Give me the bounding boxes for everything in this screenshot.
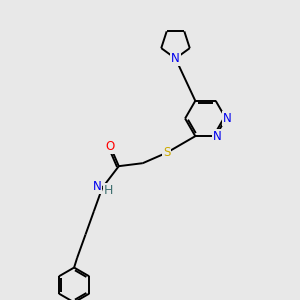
Text: S: S xyxy=(163,146,170,159)
Text: O: O xyxy=(106,140,115,153)
Text: N: N xyxy=(223,112,232,125)
Text: H: H xyxy=(104,184,114,197)
Text: N: N xyxy=(213,130,222,143)
Text: N: N xyxy=(92,180,101,193)
Text: N: N xyxy=(171,52,180,65)
